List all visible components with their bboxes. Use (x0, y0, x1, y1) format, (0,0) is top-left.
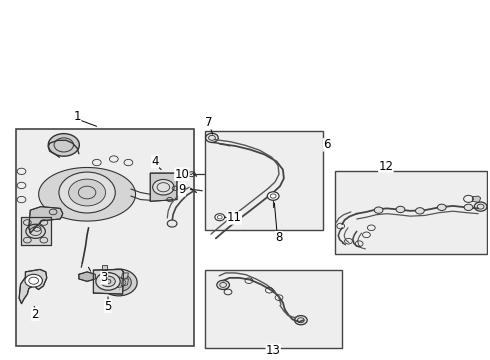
Polygon shape (79, 272, 96, 282)
Circle shape (464, 204, 473, 211)
Circle shape (268, 192, 279, 200)
Circle shape (215, 214, 224, 221)
Circle shape (100, 269, 137, 296)
Circle shape (96, 273, 120, 290)
Polygon shape (102, 265, 106, 270)
Polygon shape (94, 269, 123, 294)
Polygon shape (472, 196, 481, 202)
Circle shape (153, 180, 174, 195)
Text: 7: 7 (205, 116, 212, 129)
Circle shape (396, 206, 405, 213)
Circle shape (106, 273, 131, 292)
Polygon shape (19, 269, 47, 303)
Text: 12: 12 (378, 159, 393, 172)
Circle shape (217, 280, 229, 289)
Circle shape (101, 276, 115, 287)
Circle shape (167, 220, 177, 227)
Text: 11: 11 (227, 211, 242, 224)
Polygon shape (121, 279, 128, 286)
Circle shape (374, 207, 383, 213)
Circle shape (474, 202, 487, 211)
Polygon shape (39, 167, 136, 221)
Polygon shape (121, 273, 128, 279)
Text: 10: 10 (174, 168, 189, 181)
Circle shape (59, 172, 115, 213)
Text: 1: 1 (74, 110, 81, 123)
Text: 5: 5 (104, 300, 112, 312)
Polygon shape (150, 173, 177, 201)
Text: 4: 4 (151, 155, 159, 168)
Circle shape (48, 134, 79, 156)
Text: 13: 13 (266, 344, 281, 357)
Circle shape (294, 316, 307, 325)
Polygon shape (21, 217, 50, 246)
Text: 8: 8 (275, 231, 283, 244)
Text: 6: 6 (323, 138, 330, 152)
Text: 9: 9 (178, 183, 186, 196)
Text: 2: 2 (31, 308, 39, 321)
Circle shape (69, 179, 105, 206)
Circle shape (438, 204, 446, 211)
Polygon shape (29, 207, 63, 233)
Bar (16, 129, 194, 346)
Bar (205, 131, 323, 230)
Bar (335, 171, 487, 254)
Circle shape (206, 133, 218, 143)
Text: 3: 3 (100, 271, 108, 284)
Circle shape (25, 274, 43, 287)
Circle shape (416, 208, 424, 214)
Bar (205, 270, 342, 348)
